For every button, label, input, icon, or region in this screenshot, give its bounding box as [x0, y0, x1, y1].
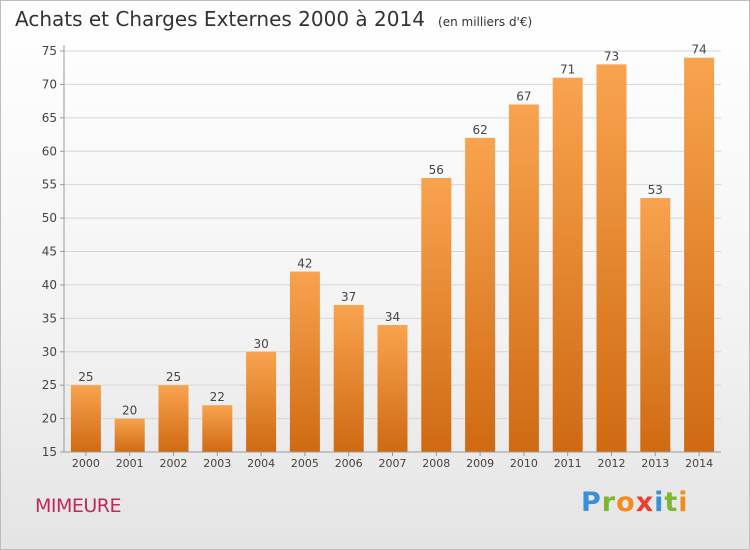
data-label-2004: 30 — [253, 337, 268, 351]
x-tick-label-2005: 2005 — [291, 457, 319, 470]
x-tick-label-2006: 2006 — [335, 457, 363, 470]
bar-2010 — [508, 104, 539, 452]
x-axis-ticks: 2000 2001 2002 2003 2004 2005 2006 2007 2008 2009… — [72, 452, 713, 470]
data-labels: 25 20 25 22 30 42 37 34 56 62 67 71 73 53 74 — [78, 43, 706, 418]
x-tick-label-2000: 2000 — [72, 457, 100, 470]
y-tick-label: 15 — [42, 445, 57, 459]
y-tick-label: 30 — [42, 345, 57, 359]
y-tick-label: 40 — [42, 278, 57, 292]
x-tick-label-2003: 2003 — [203, 457, 231, 470]
y-axis-ticks: 15 20 25 30 35 40 45 50 55 60 65 70 75 — [42, 44, 64, 459]
data-label-2005: 42 — [297, 257, 312, 271]
bar-2011 — [552, 77, 583, 452]
bar-2006 — [333, 304, 364, 452]
bar-2012 — [596, 64, 627, 452]
bars — [70, 57, 715, 452]
x-tick-label-2014: 2014 — [685, 457, 713, 470]
data-label-2011: 71 — [560, 63, 575, 77]
bar-2009 — [465, 137, 496, 452]
bar-2004 — [246, 351, 277, 452]
x-tick-label-2012: 2012 — [598, 457, 626, 470]
data-label-2002: 25 — [166, 370, 181, 384]
x-tick-label-2004: 2004 — [247, 457, 275, 470]
data-label-2010: 67 — [516, 89, 531, 103]
bar-2003 — [202, 405, 233, 452]
y-tick-label: 45 — [42, 245, 57, 259]
axes — [63, 45, 721, 453]
y-tick-label: 55 — [42, 178, 57, 192]
x-tick-label-2002: 2002 — [160, 457, 188, 470]
bar-2005 — [289, 271, 320, 452]
x-tick-label-2009: 2009 — [466, 457, 494, 470]
data-label-2008: 56 — [429, 163, 444, 177]
bar-2008 — [421, 177, 452, 452]
data-label-2007: 34 — [385, 310, 400, 324]
x-tick-label-2013: 2013 — [641, 457, 669, 470]
data-label-2003: 22 — [210, 390, 225, 404]
y-tick-label: 65 — [42, 111, 57, 125]
y-tick-label: 75 — [42, 44, 57, 58]
data-label-2012: 73 — [604, 49, 619, 63]
data-label-2014: 74 — [691, 43, 706, 57]
bar-2001 — [114, 418, 145, 452]
bar-2013 — [640, 198, 671, 452]
y-tick-label: 35 — [42, 311, 57, 325]
data-label-2006: 37 — [341, 290, 356, 304]
y-tick-label: 20 — [42, 412, 57, 426]
y-tick-label: 70 — [42, 77, 57, 91]
data-label-2013: 53 — [648, 183, 663, 197]
y-tick-label: 60 — [42, 144, 57, 158]
chart-title-unit: (en milliers d'€) — [438, 15, 533, 29]
x-tick-label-2007: 2007 — [379, 457, 407, 470]
y-tick-label: 25 — [42, 378, 57, 392]
bar-2000 — [70, 385, 101, 452]
x-tick-label-2008: 2008 — [422, 457, 450, 470]
proxiti-logo: Proxiti — [581, 487, 689, 518]
chart-title-main: Achats et Charges Externes 2000 à 2014 — [15, 7, 425, 31]
commune-name: MIMEURE — [35, 495, 122, 517]
x-tick-label-2011: 2011 — [554, 457, 582, 470]
bar-2007 — [377, 325, 408, 452]
x-tick-label-2010: 2010 — [510, 457, 538, 470]
chart-title: Achats et Charges Externes 2000 à 2014 (… — [15, 7, 532, 31]
y-tick-label: 50 — [42, 211, 57, 225]
bar-2002 — [158, 385, 189, 452]
data-label-2009: 62 — [472, 123, 487, 137]
data-label-2001: 20 — [122, 404, 137, 418]
x-tick-label-2001: 2001 — [116, 457, 144, 470]
data-label-2000: 25 — [78, 370, 93, 384]
bar-2014 — [684, 57, 715, 452]
